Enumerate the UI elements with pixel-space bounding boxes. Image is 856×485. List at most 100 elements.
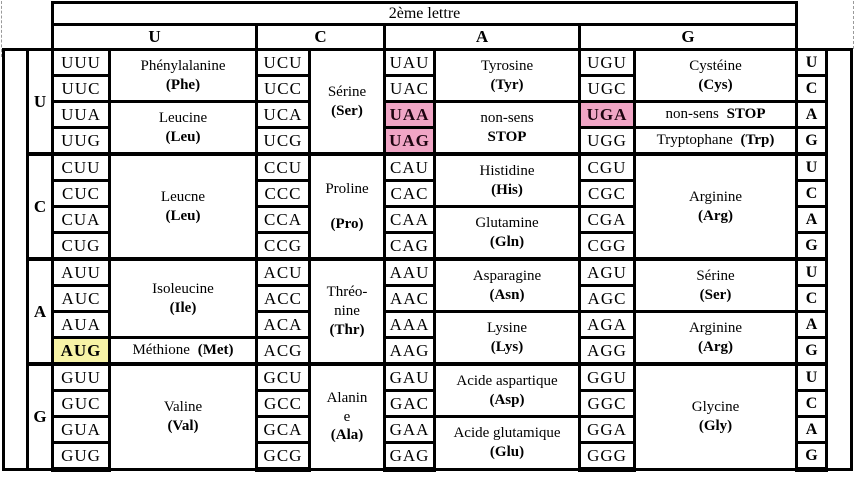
codon-ggu: GGU <box>578 362 636 392</box>
amino-name: Tryptophane <box>656 132 733 149</box>
codon-acc: ACC <box>255 284 311 313</box>
third-letter-u: U <box>795 152 828 182</box>
amino-name: Glycine <box>691 399 740 416</box>
codon-gag: GAG <box>383 441 436 472</box>
codon-ggg: GGG <box>578 441 636 472</box>
amino-abbr: (His) <box>491 181 523 198</box>
codon-table: 2ème lettre U C A G U UUU Phénylalanine … <box>2 1 853 472</box>
codon-auc: AUC <box>51 284 111 313</box>
third-letter-a: A <box>795 310 828 339</box>
second-letter-g: G <box>578 23 798 51</box>
amino-ser-u: Sérine (Ser) <box>308 48 386 156</box>
codon-aga: AGA <box>578 310 636 339</box>
codon-guc: GUC <box>51 389 111 418</box>
amino-tyr: Tyrosine (Tyr) <box>433 48 581 103</box>
codon-acu: ACU <box>255 257 311 287</box>
amino-pro: Proline (Pro) <box>308 152 386 261</box>
amino-name: Phénylalanine <box>140 57 226 74</box>
amino-name: Tyrosine <box>480 57 534 74</box>
codon-aca: ACA <box>255 310 311 339</box>
second-letter-a: A <box>383 23 581 51</box>
amino-name: Acide aspartique <box>456 372 558 389</box>
left-edge-dashed-line <box>1 1 2 57</box>
amino-name: Glutamine <box>475 214 539 231</box>
codon-gau: GAU <box>383 362 436 392</box>
third-letter-g: G <box>795 231 828 261</box>
amino-abbr: (Glu) <box>489 444 525 460</box>
third-letter-g: G <box>795 336 828 366</box>
codon-uuc: UUC <box>51 74 111 103</box>
amino-asp: Acide aspartique (Asp) <box>433 362 581 418</box>
amino-name: Arginine <box>688 188 743 205</box>
third-letter-a: A <box>795 100 828 129</box>
first-letter-gutter <box>2 48 29 471</box>
third-letter-gutter <box>825 48 853 471</box>
codon-cgu: CGU <box>578 152 636 182</box>
amino-abbr: (Trp) <box>740 132 775 149</box>
codon-cuc: CUC <box>51 179 111 208</box>
third-letter-g: G <box>795 126 828 156</box>
third-letter-u: U <box>795 257 828 287</box>
codon-ccc: CCC <box>255 179 311 208</box>
amino-name: Méthione <box>132 342 190 359</box>
amino-abbr: STOP <box>726 106 766 123</box>
amino-phe: Phénylalanine (Phe) <box>108 48 258 103</box>
codon-ucu: UCU <box>255 48 311 77</box>
codon-uag-stop: UAG <box>383 126 436 156</box>
codon-uug: UUG <box>51 126 111 156</box>
codon-ccg: CCG <box>255 231 311 261</box>
amino-abbr: (Leu) <box>165 128 201 145</box>
codon-uaa-stop: UAA <box>383 100 436 129</box>
second-letter-u: U <box>51 23 258 51</box>
codon-aug-start: AUG <box>51 336 111 366</box>
codon-ugu: UGU <box>578 48 636 77</box>
codon-cau: CAU <box>383 152 436 182</box>
amino-name: Arginine <box>688 319 743 336</box>
amino-abbr: STOP <box>487 128 527 145</box>
amino-name: Sérine <box>327 83 367 100</box>
third-letter-c: C <box>795 74 828 103</box>
amino-abbr: (Leu) <box>165 207 201 224</box>
amino-leu-c: Leucne (Leu) <box>108 152 258 261</box>
codon-guu: GUU <box>51 362 111 392</box>
codon-agc: AGC <box>578 284 636 313</box>
amino-name: Acide glutamique <box>453 425 561 442</box>
amino-thr: Thréo- nine (Thr) <box>308 257 386 366</box>
amino-abbr: (Val) <box>167 418 199 434</box>
codon-ugc: UGC <box>578 74 636 103</box>
amino-abbr: (Tyr) <box>490 76 524 93</box>
amino-abbr: (Ala) <box>330 427 364 444</box>
amino-stop-ug: non-sens STOP <box>633 100 798 129</box>
amino-abbr: (Asn) <box>489 286 525 303</box>
amino-trp: Tryptophane (Trp) <box>633 126 798 156</box>
codon-acg: ACG <box>255 336 311 366</box>
codon-ugg: UGG <box>578 126 636 156</box>
codon-uau: UAU <box>383 48 436 77</box>
codon-cgc: CGC <box>578 179 636 208</box>
first-letter-a: A <box>26 257 54 366</box>
right-edge-dashed-line <box>853 1 854 49</box>
codon-gga: GGA <box>578 415 636 444</box>
codon-caa: CAA <box>383 205 436 234</box>
codon-agu: AGU <box>578 257 636 287</box>
amino-name: Isoleucine <box>152 280 214 297</box>
amino-name: Proline <box>325 180 369 197</box>
codon-cga: CGA <box>578 205 636 234</box>
codon-ccu: CCU <box>255 152 311 182</box>
codon-cac: CAC <box>383 179 436 208</box>
codon-uga-stop: UGA <box>578 100 636 129</box>
third-letter-u: U <box>795 48 828 77</box>
amino-name: Histidine <box>479 162 535 179</box>
codon-uua: UUA <box>51 100 111 129</box>
codon-gcg: GCG <box>255 441 311 472</box>
codon-cgg: CGG <box>578 231 636 261</box>
codon-gac: GAC <box>383 389 436 418</box>
amino-gln: Glutamine (Gln) <box>433 205 581 261</box>
third-letter-c: C <box>795 389 828 418</box>
amino-ala: Alanin e (Ala) <box>308 362 386 471</box>
codon-aac: AAC <box>383 284 436 313</box>
third-letter-c: C <box>795 179 828 208</box>
amino-abbr: (Lys) <box>490 338 524 355</box>
amino-name: non-sens <box>480 109 534 126</box>
codon-uac: UAC <box>383 74 436 103</box>
